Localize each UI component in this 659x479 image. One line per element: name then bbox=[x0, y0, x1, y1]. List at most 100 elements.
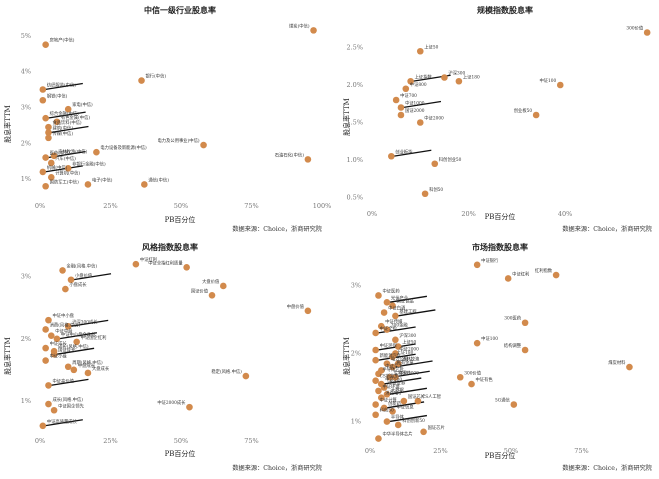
source-note: 数据来源：Choice，浙商研究院 bbox=[562, 225, 652, 233]
data-point bbox=[45, 123, 52, 131]
point-label: 300金融 bbox=[391, 322, 408, 329]
point-label: 300医药 bbox=[504, 315, 521, 322]
point-label: 上证180 bbox=[463, 73, 480, 80]
point-label: 石油石化(中信) bbox=[275, 151, 304, 158]
point-label: 中证国企红利 bbox=[81, 334, 107, 341]
point-label: 小盘成长 bbox=[69, 281, 87, 288]
data-point bbox=[388, 152, 395, 160]
data-point bbox=[375, 435, 382, 442]
data-point bbox=[47, 173, 55, 181]
point-label: 家电(中信) bbox=[72, 101, 93, 108]
point-label: 钢铁(中信) bbox=[47, 92, 68, 99]
data-point bbox=[62, 285, 69, 293]
data-point bbox=[392, 312, 399, 320]
point-label: 5G通信 bbox=[495, 397, 510, 404]
source-note: 数据来源：Choice，浙商研究院 bbox=[232, 225, 322, 233]
point-label: 科创50 bbox=[380, 407, 394, 414]
data-point bbox=[42, 344, 49, 352]
point-label: 上证50 bbox=[424, 43, 438, 50]
data-point bbox=[402, 85, 410, 93]
point-label: 成长(风格.中信) bbox=[58, 343, 89, 350]
label-leader-line bbox=[397, 309, 436, 317]
data-point bbox=[389, 408, 396, 415]
chart-title: 中信一级行业股息率 bbox=[144, 5, 216, 15]
x-tick-label: 50% bbox=[174, 202, 188, 210]
data-point bbox=[93, 148, 100, 156]
data-point bbox=[84, 181, 92, 188]
data-point bbox=[372, 356, 379, 364]
point-label: 综合金融(中信) bbox=[50, 110, 79, 117]
point-label: 国证芯片 bbox=[408, 393, 425, 400]
data-point bbox=[375, 292, 382, 299]
label-leader-line bbox=[383, 377, 422, 385]
y-axis-label: 股息率TTM bbox=[3, 337, 12, 375]
y-tick-label: 1% bbox=[351, 418, 361, 426]
y-tick-label: 2% bbox=[351, 349, 361, 357]
point-label: 中华半导体芯片 bbox=[382, 431, 412, 438]
data-point bbox=[372, 377, 379, 384]
data-point bbox=[510, 401, 518, 408]
label-leader-line bbox=[394, 360, 433, 368]
label-leader-line bbox=[58, 332, 98, 340]
point-label: 大盘成长 bbox=[92, 365, 110, 372]
data-point bbox=[50, 406, 58, 414]
label-leader-line bbox=[50, 378, 89, 387]
data-point bbox=[416, 119, 424, 126]
data-point bbox=[200, 141, 207, 149]
point-label: 机械(中信) bbox=[47, 164, 68, 171]
x-axis-label: PB百分位 bbox=[165, 449, 196, 458]
data-point bbox=[42, 114, 49, 122]
data-point bbox=[42, 41, 49, 49]
data-point bbox=[45, 400, 52, 408]
point-label: 中证计算 bbox=[380, 397, 398, 404]
point-label: 中证700 bbox=[400, 92, 417, 99]
point-label: 房地产(中信) bbox=[50, 37, 75, 44]
point-label: 稀有金属 bbox=[397, 359, 414, 366]
data-point bbox=[53, 335, 61, 343]
y-tick-label: 3% bbox=[21, 273, 31, 281]
point-label: 农林牧渔(中信) bbox=[58, 148, 87, 155]
data-point bbox=[304, 307, 312, 315]
point-label: 新能源汽车 bbox=[380, 352, 402, 359]
point-label: 中证中小盘 bbox=[52, 312, 74, 319]
point-label: 中证红利 bbox=[140, 256, 157, 263]
data-point bbox=[375, 387, 382, 395]
chart-style-panel: 风格指数股息率 股息率TTM PB百分位 数据来源：Choice，浙商研究院 0… bbox=[3, 242, 322, 472]
data-point bbox=[377, 322, 385, 330]
data-point bbox=[397, 104, 405, 111]
data-point bbox=[380, 384, 388, 391]
data-point bbox=[552, 271, 560, 279]
point-label: 上证指数 bbox=[415, 73, 433, 80]
x-tick-label: 0% bbox=[367, 210, 377, 218]
label-leader-line bbox=[377, 353, 416, 361]
data-point bbox=[64, 323, 72, 330]
point-label: 国证成长 bbox=[58, 346, 76, 353]
data-point bbox=[532, 111, 540, 119]
point-label: 沪深300 bbox=[399, 332, 416, 339]
point-label: 中证全指 bbox=[380, 325, 398, 332]
data-point bbox=[372, 329, 379, 337]
data-point bbox=[372, 401, 379, 408]
data-point bbox=[45, 129, 52, 136]
y-axis-label: 股息率TTM bbox=[3, 105, 12, 143]
data-point bbox=[141, 181, 148, 188]
label-leader-line bbox=[388, 295, 428, 303]
label-leader-line bbox=[377, 326, 416, 334]
x-tick-label: 50% bbox=[504, 447, 518, 455]
y-tick-label: 4% bbox=[21, 68, 31, 76]
data-point bbox=[208, 291, 216, 299]
point-label: 创业板50 bbox=[514, 107, 533, 114]
data-point bbox=[400, 397, 408, 405]
point-label: 煤炭(中信) bbox=[289, 22, 310, 29]
point-label: 中证100 bbox=[539, 77, 556, 84]
data-point bbox=[50, 351, 58, 358]
point-label: 科创创新50 bbox=[402, 417, 425, 424]
x-axis-label: PB百分位 bbox=[165, 215, 196, 224]
data-point bbox=[242, 372, 250, 380]
data-point bbox=[414, 397, 422, 405]
data-point bbox=[380, 309, 388, 316]
data-point bbox=[375, 370, 382, 378]
point-label: CS新能车 bbox=[380, 373, 400, 380]
data-point bbox=[394, 421, 402, 429]
